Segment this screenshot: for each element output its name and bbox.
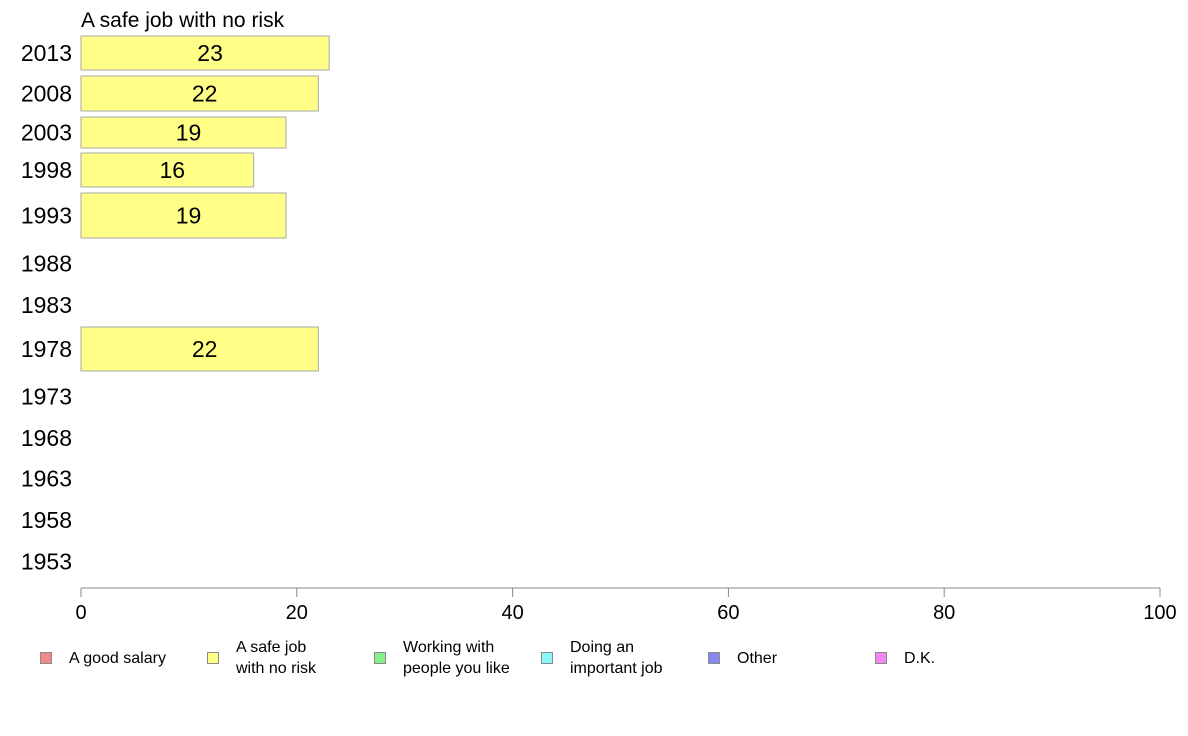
bar-chart: A safe job with no risk 2013 2008 2003 1998… <box>21 9 1177 624</box>
y-tick-label: 1988 <box>21 251 72 277</box>
x-tick-label: 60 <box>717 602 739 624</box>
y-tick-label: 1963 <box>21 466 72 492</box>
legend-swatch <box>374 652 386 664</box>
x-tick-label: 80 <box>933 602 955 624</box>
legend-item-important-job: Doing an important job <box>541 636 663 680</box>
legend-label: A good salary <box>69 649 166 667</box>
y-tick-label: 1998 <box>21 157 72 183</box>
legend-swatch <box>40 652 52 664</box>
x-axis: 0 20 40 60 80 100 <box>75 587 1177 624</box>
bar <box>80 152 255 188</box>
legend-swatch <box>708 652 720 664</box>
bar-data-label: 16 <box>160 157 186 183</box>
legend-item-working-with-people: Working with people you like <box>374 636 510 680</box>
legend-label: Doing an important job <box>570 639 663 677</box>
legend-item-safe-job: A safe job with no risk <box>207 636 316 680</box>
bar <box>80 326 319 372</box>
legend-label: A safe job with no risk <box>236 639 317 677</box>
legend-label: D.K. <box>904 649 936 667</box>
bar <box>80 75 319 112</box>
x-tick-label: 100 <box>1143 602 1176 624</box>
legend-swatch <box>541 652 553 664</box>
bar <box>80 192 287 239</box>
legend-item-good-salary: A good salary <box>40 636 166 680</box>
y-tick-label: 1973 <box>21 384 72 410</box>
x-tick-label: 20 <box>286 602 308 624</box>
y-tick-label: 2003 <box>21 120 72 146</box>
y-tick-label: 2013 <box>21 40 72 66</box>
chart-title: A safe job with no risk <box>81 9 285 32</box>
legend-swatch <box>207 652 219 664</box>
bar-data-labels: 23 22 19 16 19 22 <box>160 40 223 362</box>
bar <box>80 116 287 149</box>
legend: A good salary A safe job with no risk Wo… <box>40 636 1160 686</box>
bar <box>80 35 330 71</box>
x-tick-label: 40 <box>501 602 523 624</box>
bars <box>80 35 330 372</box>
y-tick-label: 1968 <box>21 425 72 451</box>
bar-data-label: 23 <box>197 40 223 66</box>
legend-label: Other <box>737 649 778 667</box>
bar-data-label: 22 <box>192 81 218 107</box>
y-tick-label: 1983 <box>21 292 72 318</box>
y-tick-label: 1958 <box>21 507 72 533</box>
legend-swatch <box>875 652 887 664</box>
bar-data-label: 22 <box>192 336 218 362</box>
y-tick-label: 1993 <box>21 203 72 229</box>
y-tick-label: 1953 <box>21 549 72 575</box>
y-tick-label: 2008 <box>21 81 72 107</box>
legend-item-dk: D.K. <box>875 636 935 680</box>
bar-data-label: 19 <box>176 203 202 229</box>
y-axis-labels: 2013 2008 2003 1998 1993 1988 1983 1978 1973 1968… <box>21 40 72 575</box>
legend-label: Working with people you like <box>403 639 510 677</box>
y-tick-label: 1978 <box>21 336 72 362</box>
legend-item-other: Other <box>708 636 777 680</box>
bar-data-label: 19 <box>176 120 202 146</box>
x-tick-label: 0 <box>75 602 86 624</box>
